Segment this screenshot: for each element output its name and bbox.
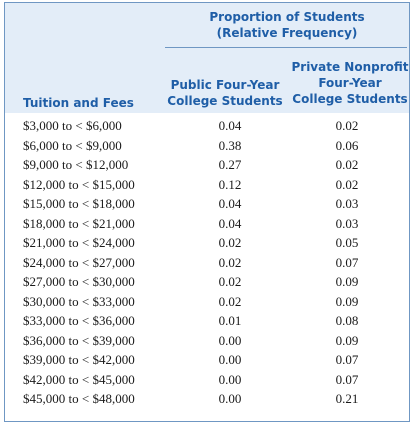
table-row: $39,000 to < $42,000 0.00 0.07 (5, 350, 409, 370)
public-value-cell: 0.01 (218, 313, 242, 328)
public-value-cell: 0.04 (218, 196, 242, 211)
private-column-heading: Private Nonprofit Four-Year College Stud… (287, 59, 413, 107)
private-value-cell: 0.02 (335, 118, 359, 133)
tuition-range-cell: $12,000 to < $15,000 (23, 176, 135, 192)
private-heading-line3: College Students (292, 92, 408, 106)
frequency-table: Proportion of Students (Relative Frequen… (4, 2, 410, 422)
proportion-heading: Proportion of Students (Relative Frequen… (201, 9, 373, 41)
table-row: $21,000 to < $24,000 0.02 0.05 (5, 233, 409, 253)
tuition-range-cell: $21,000 to < $24,000 (23, 235, 135, 250)
table-row: $36,000 to < $39,000 0.00 0.09 (5, 331, 409, 351)
table-row: $33,000 to < $36,000 0.01 0.08 (5, 311, 409, 331)
private-value-cell: 0.05 (335, 235, 359, 250)
private-value-cell: 0.09 (335, 293, 359, 309)
private-value-cell: 0.03 (335, 196, 359, 211)
table-row: $3,000 to < $6,000 0.04 0.02 (5, 116, 409, 136)
public-heading-line1: Public Four-Year (170, 78, 280, 92)
public-value-cell: 0.12 (218, 176, 242, 192)
tuition-range-cell: $24,000 to < $27,000 (23, 254, 135, 270)
table-header: Proportion of Students (Relative Frequen… (5, 3, 409, 113)
tuition-range-cell: $30,000 to < $33,000 (23, 293, 135, 309)
tuition-column-heading: Tuition and Fees (23, 96, 134, 110)
proportion-heading-line1: Proportion of Students (209, 10, 365, 24)
tuition-range-cell: $18,000 to < $21,000 (23, 215, 135, 231)
tuition-range-cell: $3,000 to < $6,000 (23, 118, 122, 133)
table-row: $30,000 to < $33,000 0.02 0.09 (5, 292, 409, 312)
public-value-cell: 0.00 (218, 391, 242, 406)
table-row: $18,000 to < $21,000 0.04 0.03 (5, 214, 409, 234)
private-value-cell: 0.07 (335, 254, 359, 270)
table-body: $3,000 to < $6,000 0.04 0.02 $6,000 to < $… (5, 116, 409, 409)
private-value-cell: 0.02 (335, 157, 359, 172)
private-heading-line1: Private Nonprofit (291, 60, 409, 74)
private-value-cell: 0.09 (335, 274, 359, 289)
public-value-cell: 0.04 (218, 215, 242, 231)
table-row: $6,000 to < $9,000 0.38 0.06 (5, 136, 409, 156)
private-value-cell: 0.07 (335, 352, 359, 367)
table-row: $42,000 to < $45,000 0.00 0.07 (5, 370, 409, 390)
private-heading-line2: Four-Year (318, 76, 382, 90)
private-value-cell: 0.21 (335, 391, 359, 406)
tuition-range-cell: $6,000 to < $9,000 (23, 137, 122, 153)
tuition-range-cell: $27,000 to < $30,000 (23, 274, 135, 289)
public-value-cell: 0.02 (218, 254, 242, 270)
public-column-heading: Public Four-Year College Students (165, 77, 285, 109)
table-row: $15,000 to < $18,000 0.04 0.03 (5, 194, 409, 214)
table-row: $45,000 to < $48,000 0.00 0.21 (5, 389, 409, 409)
public-value-cell: 0.02 (218, 293, 242, 309)
public-value-cell: 0.00 (218, 352, 242, 367)
private-value-cell: 0.08 (335, 313, 359, 328)
public-value-cell: 0.00 (218, 371, 242, 387)
tuition-range-cell: $42,000 to < $45,000 (23, 371, 135, 387)
private-value-cell: 0.06 (335, 137, 359, 153)
table-row: $9,000 to < $12,000 0.27 0.02 (5, 155, 409, 175)
table-row: $12,000 to < $15,000 0.12 0.02 (5, 175, 409, 195)
public-heading-line2: College Students (167, 94, 283, 108)
table-row: $27,000 to < $30,000 0.02 0.09 (5, 272, 409, 292)
header-divider (165, 47, 407, 48)
private-value-cell: 0.07 (335, 371, 359, 387)
tuition-range-cell: $33,000 to < $36,000 (23, 313, 135, 328)
public-value-cell: 0.04 (218, 118, 242, 133)
public-value-cell: 0.27 (218, 157, 242, 172)
private-value-cell: 0.09 (335, 332, 359, 348)
public-value-cell: 0.02 (218, 235, 242, 250)
tuition-range-cell: $15,000 to < $18,000 (23, 196, 135, 211)
private-value-cell: 0.03 (335, 215, 359, 231)
tuition-range-cell: $36,000 to < $39,000 (23, 332, 135, 348)
tuition-range-cell: $45,000 to < $48,000 (23, 391, 135, 406)
private-value-cell: 0.02 (335, 176, 359, 192)
tuition-range-cell: $9,000 to < $12,000 (23, 157, 129, 172)
table-row: $24,000 to < $27,000 0.02 0.07 (5, 253, 409, 273)
proportion-heading-line2: (Relative Frequency) (216, 26, 358, 40)
tuition-range-cell: $39,000 to < $42,000 (23, 352, 135, 367)
public-value-cell: 0.38 (218, 137, 242, 153)
public-value-cell: 0.00 (218, 332, 242, 348)
public-value-cell: 0.02 (218, 274, 242, 289)
